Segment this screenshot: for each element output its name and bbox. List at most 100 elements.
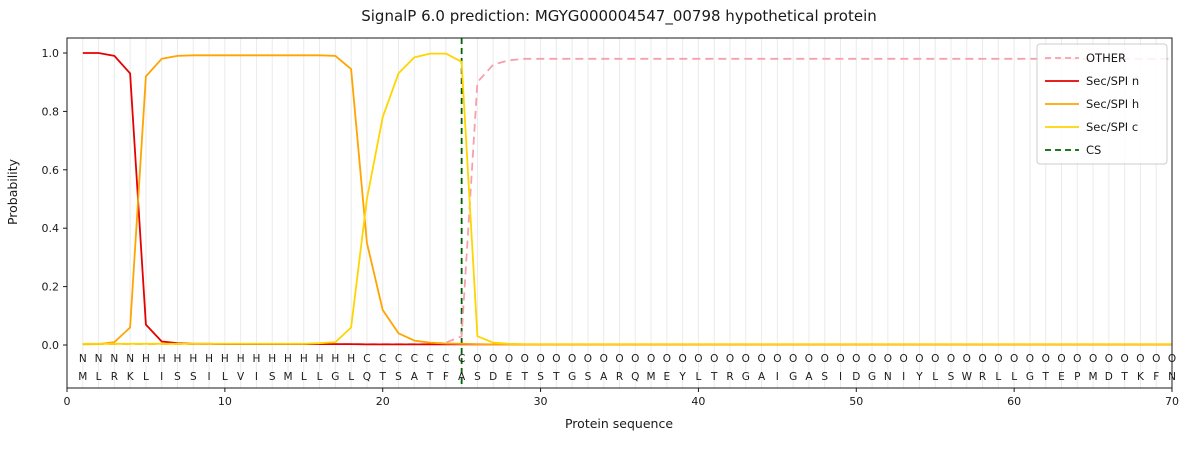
- sequence-residue: M: [283, 371, 292, 383]
- y-tick-label: 0.4: [42, 222, 60, 235]
- region-label: H: [252, 353, 260, 365]
- region-label: H: [174, 353, 182, 365]
- region-label: O: [536, 353, 544, 365]
- region-label: C: [395, 353, 402, 365]
- y-tick-label: 0.0: [42, 339, 60, 352]
- region-label: H: [158, 353, 166, 365]
- region-label: O: [821, 353, 829, 365]
- region-label: O: [710, 353, 718, 365]
- y-tick-label: 0.6: [42, 164, 60, 177]
- sequence-residue: L: [222, 371, 228, 383]
- sequence-residue: G: [331, 371, 339, 383]
- region-label: O: [900, 353, 908, 365]
- region-label: O: [600, 353, 608, 365]
- region-label: O: [521, 353, 529, 365]
- region-label: C: [442, 353, 449, 365]
- region-label: O: [868, 353, 876, 365]
- region-label: O: [1026, 353, 1034, 365]
- sequence-residue: P: [1074, 371, 1080, 383]
- sequence-residue: T: [552, 371, 560, 383]
- sequence-residue: R: [616, 371, 623, 383]
- sequence-residue: L: [317, 371, 323, 383]
- x-tick-label: 10: [218, 395, 232, 408]
- sequence-residue: D: [1105, 371, 1113, 383]
- x-tick-label: 40: [691, 395, 705, 408]
- region-label: O: [1168, 353, 1176, 365]
- region-label: C: [458, 353, 465, 365]
- region-label: H: [189, 353, 197, 365]
- sequence-residue: G: [789, 371, 797, 383]
- sequence-residue: T: [426, 371, 434, 383]
- sequence-residue: F: [1153, 371, 1159, 383]
- sequence-residue: S: [395, 371, 402, 383]
- sequence-residue: I: [776, 371, 779, 383]
- sequence-residue: R: [726, 371, 733, 383]
- x-tick-label: 70: [1165, 395, 1179, 408]
- y-tick-label: 0.8: [42, 105, 60, 118]
- legend-box: [1036, 43, 1168, 165]
- region-label: C: [379, 353, 386, 365]
- sequence-residue: S: [269, 371, 276, 383]
- region-label: O: [742, 353, 750, 365]
- region-label: H: [300, 353, 308, 365]
- region-label: O: [584, 353, 592, 365]
- sequence-residue: M: [647, 371, 656, 383]
- sequence-residue: S: [190, 371, 197, 383]
- sequence-residue: I: [255, 371, 258, 383]
- region-label: O: [852, 353, 860, 365]
- y-axis-label: Probability: [5, 158, 20, 225]
- sequence-residue: I: [160, 371, 163, 383]
- region-label: N: [110, 353, 118, 365]
- sequence-residue: L: [143, 371, 149, 383]
- sequence-residue: N: [1168, 371, 1176, 383]
- region-label: O: [694, 353, 702, 365]
- x-axis-label: Protein sequence: [565, 416, 673, 431]
- region-label: O: [947, 353, 955, 365]
- sequence-residue: L: [96, 371, 102, 383]
- region-label: O: [963, 353, 971, 365]
- x-tick-label: 20: [376, 395, 390, 408]
- probability-series: [82, 52, 1172, 346]
- sequence-residue: L: [1011, 371, 1017, 383]
- sequence-residue: S: [537, 371, 544, 383]
- region-label: H: [347, 353, 355, 365]
- region-label: O: [647, 353, 655, 365]
- x-tick-label: 0: [64, 395, 71, 408]
- region-label: H: [237, 353, 245, 365]
- region-label: O: [552, 353, 560, 365]
- sequence-residue: Q: [363, 371, 371, 383]
- legend-label-sec-spi-n: Sec/SPI n: [1086, 74, 1139, 88]
- sequence-residue: A: [458, 371, 466, 383]
- region-label: O: [1105, 353, 1113, 365]
- sequence-residue: L: [348, 371, 354, 383]
- sequence-residue: W: [962, 371, 973, 383]
- region-label: C: [411, 353, 418, 365]
- sequence-residue: T: [710, 371, 718, 383]
- region-label: C: [363, 353, 370, 365]
- sequence-residue: G: [868, 371, 876, 383]
- region-label: O: [789, 353, 797, 365]
- region-label: N: [79, 353, 87, 365]
- region-label: O: [568, 353, 576, 365]
- region-label: H: [268, 353, 276, 365]
- region-label: N: [95, 353, 103, 365]
- region-label: H: [331, 353, 339, 365]
- legend-label-sec-spi-c: Sec/SPI c: [1086, 120, 1138, 134]
- region-label: H: [142, 353, 150, 365]
- axes: 0 10 20 30 40 50 60 70 0.0 0.2 0.4 0.6 0.8 1.0: [42, 37, 1179, 408]
- legend-label-sec-spi-h: Sec/SPI h: [1086, 97, 1139, 111]
- sequence-residue: L: [932, 371, 938, 383]
- sequence-residue: I: [208, 371, 211, 383]
- series-other: [82, 57, 1172, 346]
- region-label: O: [884, 353, 892, 365]
- x-tick-label: 50: [849, 395, 863, 408]
- sequence-residue: I: [839, 371, 842, 383]
- y-tick-label: 0.2: [42, 281, 60, 294]
- sequence-residue: E: [506, 371, 513, 383]
- legend: OTHER Sec/SPI n Sec/SPI h Sec/SPI c CS: [1036, 43, 1168, 165]
- legend-label-cs: CS: [1086, 143, 1101, 157]
- sequence-residue: S: [821, 371, 828, 383]
